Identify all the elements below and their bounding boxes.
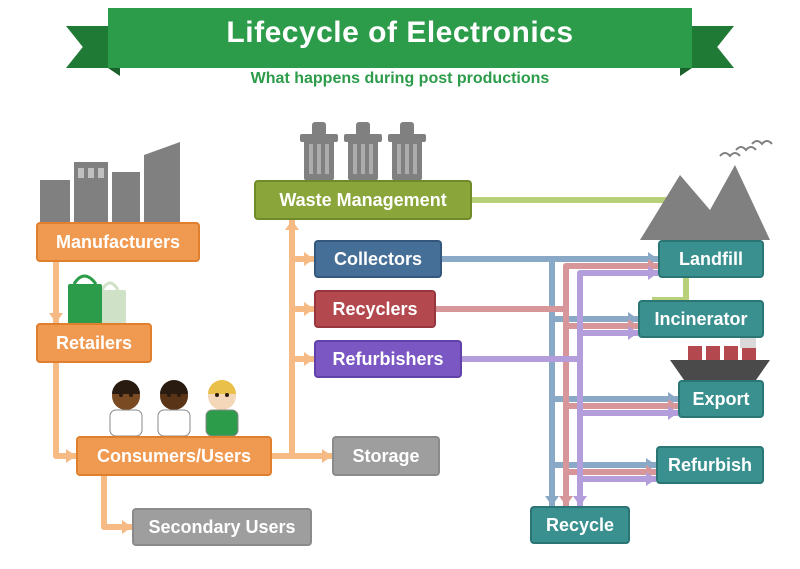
- node-collectors: Collectors: [314, 240, 442, 278]
- node-manufacturers: Manufacturers: [36, 222, 200, 262]
- node-waste-management: Waste Management: [254, 180, 472, 220]
- node-secondary-users: Secondary Users: [132, 508, 312, 546]
- node-recyclers: Recyclers: [314, 290, 436, 328]
- node-refurbishers: Refurbishers: [314, 340, 462, 378]
- node-refurbish: Refurbish: [656, 446, 764, 484]
- node-landfill: Landfill: [658, 240, 764, 278]
- infographic-stage: { "title": "Lifecycle of Electronics", "…: [0, 0, 800, 569]
- node-retailers: Retailers: [36, 323, 152, 363]
- node-storage: Storage: [332, 436, 440, 476]
- node-consumers: Consumers/Users: [76, 436, 272, 476]
- node-incinerator: Incinerator: [638, 300, 764, 338]
- node-export: Export: [678, 380, 764, 418]
- node-recycle: Recycle: [530, 506, 630, 544]
